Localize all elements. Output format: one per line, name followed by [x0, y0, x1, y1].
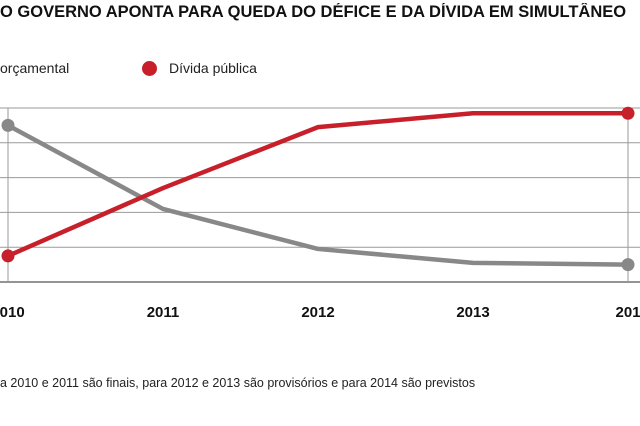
legend-marker-debt [142, 60, 157, 76]
x-tick-label-2012: 2012 [301, 304, 334, 321]
legend-item-debt: Dívida pública [142, 58, 257, 78]
legend-label-debt: Dívida pública [169, 60, 257, 76]
chart-footnote: a 2010 e 2011 são finais, para 2012 e 20… [0, 376, 476, 390]
legend-item-deficit: orçamental [0, 58, 69, 78]
series-line-1 [5, 110, 631, 259]
series-1-point-2014 [621, 106, 635, 120]
series-0-point-2010 [1, 118, 15, 132]
x-tick-label-2014: 201 [615, 304, 640, 321]
series-line-0 [5, 123, 631, 267]
series-1-point-2010 [1, 249, 15, 263]
chart-plot: 2010 2011 2012 2013 201 [0, 106, 640, 321]
x-tick-label-2011: 2011 [147, 304, 180, 321]
legend-label-deficit: orçamental [0, 60, 70, 76]
chart-title: O GOVERNO APONTA PARA QUEDA DO DÉFICE E … [0, 3, 627, 21]
x-tick-label-2013: 2013 [456, 304, 489, 321]
x-tick-label-2010: 2010 [0, 304, 25, 321]
series-0-point-2014 [621, 258, 635, 272]
